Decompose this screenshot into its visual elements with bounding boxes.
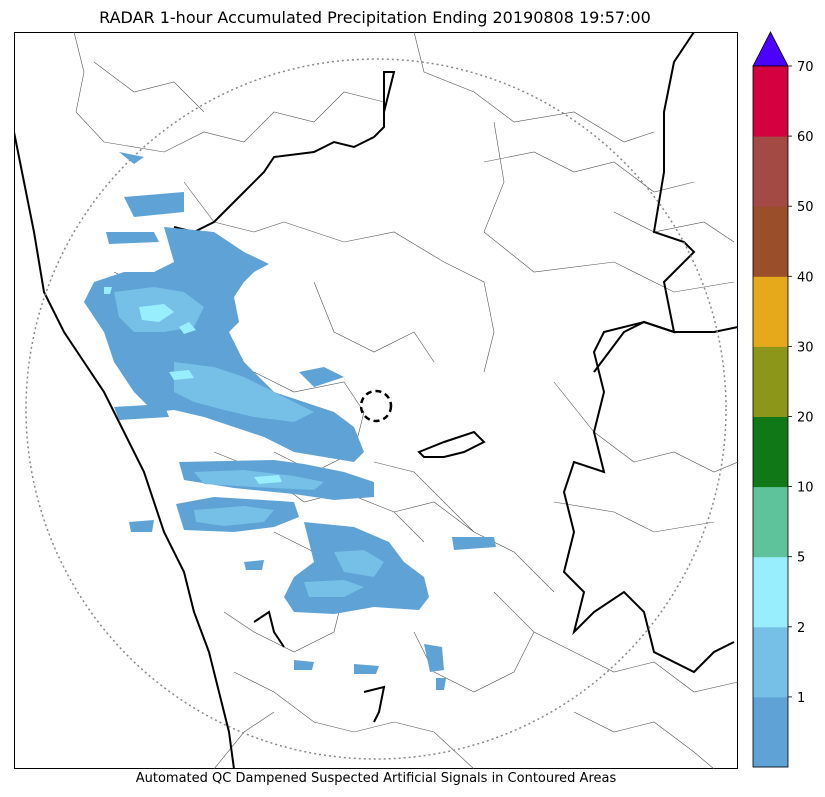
state-boundaries	[14, 32, 738, 769]
colorbar-segment	[753, 276, 788, 347]
colorbar-segment	[753, 66, 788, 137]
colorbar-segment	[753, 626, 788, 698]
radar-site-marker	[359, 389, 393, 423]
colorbar-extend-arrow	[752, 31, 789, 67]
colorbar-tick-label: 70	[797, 60, 814, 75]
chart-caption: Automated QC Dampened Suspected Artifici…	[135, 771, 617, 786]
colorbar-tick-label: 50	[797, 200, 814, 215]
radar-map	[14, 32, 738, 769]
colorbar-tick-label: 1	[797, 691, 805, 706]
colorbar-tick-label: 5	[797, 551, 805, 566]
colorbar-tick-label: 2	[797, 621, 805, 636]
radar-range-ring	[25, 58, 727, 760]
colorbar: 1 2 5 10 20 30 40 50 60 70	[752, 31, 814, 768]
chart-title: RADAR 1-hour Accumulated Precipitation E…	[99, 8, 651, 27]
colorbar-segment	[753, 206, 788, 277]
colorbar-tick-label: 20	[797, 411, 814, 426]
colorbar-segment	[753, 486, 788, 558]
colorbar-segment	[753, 696, 788, 768]
colorbar-tick-label: 10	[797, 481, 814, 496]
colorbar-segment	[753, 416, 788, 488]
map-frame	[14, 32, 738, 769]
district-boundaries	[73, 32, 738, 769]
precip-level-3	[104, 287, 282, 484]
colorbar-tick-label: 30	[797, 340, 814, 355]
colorbar-tick-label: 60	[797, 130, 814, 145]
colorbar-segment	[753, 556, 788, 628]
colorbar-segment	[753, 346, 788, 417]
colorbar-segment	[753, 136, 788, 207]
colorbar-tick-label: 40	[797, 270, 814, 285]
